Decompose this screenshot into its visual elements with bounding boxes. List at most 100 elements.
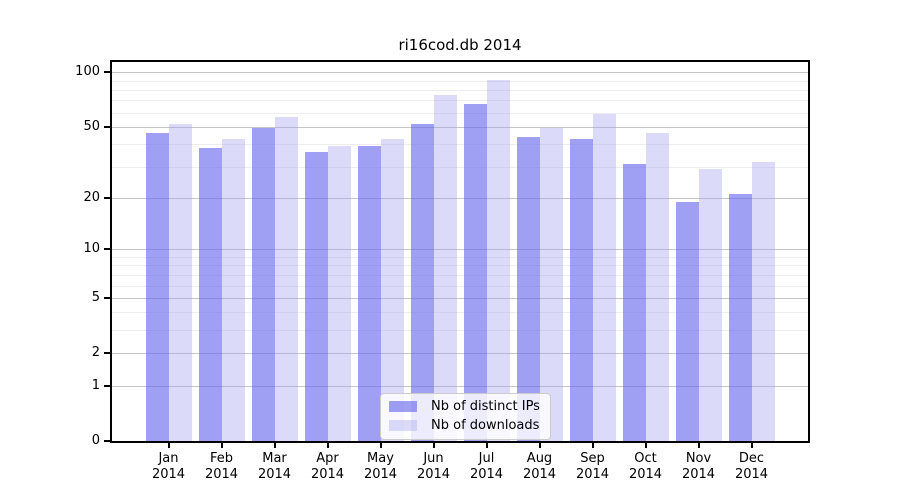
bar — [433, 95, 457, 441]
grid-layer — [112, 62, 808, 441]
minor-grid-line — [112, 89, 808, 91]
bar-group-apr — [301, 62, 354, 441]
x-tick-mark — [750, 443, 753, 448]
x-tick-slot — [460, 443, 513, 448]
month-label: Mar — [262, 451, 287, 466]
bar-group-dec — [725, 62, 778, 441]
minor-grid-line — [112, 312, 808, 314]
month-label: Jul — [478, 451, 495, 466]
bar-group-jun — [407, 62, 460, 441]
x-tick-mark — [379, 443, 382, 448]
y-tick-mark — [104, 71, 110, 74]
y-tick-label: 10 — [83, 241, 100, 257]
month-label: Jan — [158, 451, 179, 466]
bar-group-mar — [248, 62, 301, 441]
bar — [728, 194, 752, 441]
bar — [516, 137, 540, 441]
legend: Nb of distinct IPs Nb of downloads — [380, 393, 551, 440]
major-grid-line — [112, 353, 808, 355]
minor-grid-line — [112, 80, 808, 82]
legend-swatch — [389, 420, 417, 431]
y-tick-mark — [104, 248, 110, 251]
bar — [145, 133, 169, 441]
month-label: Apr — [316, 451, 339, 466]
x-tick-label-jan: Jan 2014 — [142, 451, 195, 483]
major-grid-line — [112, 385, 808, 387]
bar — [569, 139, 593, 441]
month-label: Sep — [580, 451, 605, 466]
year-label: 2014 — [363, 467, 398, 482]
minor-grid-line — [112, 330, 808, 332]
major-grid-line — [112, 297, 808, 299]
y-tick-label: 100 — [75, 64, 100, 80]
year-label: 2014 — [151, 467, 186, 482]
x-tick-mark — [220, 443, 223, 448]
x-axis-tick-marks — [142, 443, 778, 448]
x-tick-mark — [167, 443, 170, 448]
year-label: 2014 — [628, 467, 663, 482]
x-tick-slot — [142, 443, 195, 448]
bar-group-nov — [672, 62, 725, 441]
bar-group-jul — [460, 62, 513, 441]
plot-area: Nb of distinct IPs Nb of downloads — [110, 60, 810, 443]
x-tick-label-aug: Aug 2014 — [513, 451, 566, 483]
minor-grid-line — [112, 166, 808, 168]
month-label: Feb — [209, 451, 234, 466]
bars-layer — [112, 62, 808, 441]
x-tick-label-jun: Jun 2014 — [407, 451, 460, 483]
bar-group-sep — [566, 62, 619, 441]
year-label: 2014 — [469, 467, 504, 482]
bar — [198, 148, 222, 441]
major-grid-line — [112, 197, 808, 199]
bar — [592, 114, 616, 441]
bar — [357, 146, 381, 441]
y-tick-mark — [104, 440, 110, 442]
bar-group-may — [354, 62, 407, 441]
y-tick-mark — [104, 196, 110, 199]
x-axis-labels: Jan 2014 Feb 2014 Mar 2014 Apr 2014 May 2014 Jun 20… — [142, 451, 778, 483]
major-grid-line — [112, 126, 808, 128]
x-tick-mark — [485, 443, 488, 448]
x-tick-slot — [672, 443, 725, 448]
bar-group-aug — [513, 62, 566, 441]
x-tick-label-dec: Dec 2014 — [725, 451, 778, 483]
x-tick-mark — [644, 443, 647, 448]
month-label: Aug — [526, 451, 553, 466]
x-tick-label-apr: Apr 2014 — [301, 451, 354, 483]
x-tick-slot — [566, 443, 619, 448]
y-tick-label: 20 — [83, 189, 100, 205]
month-label: Oct — [634, 451, 657, 466]
legend-item: Nb of distinct IPs — [389, 399, 540, 414]
x-tick-label-feb: Feb 2014 — [195, 451, 248, 483]
legend-label: Nb of distinct IPs — [431, 399, 540, 414]
x-tick-label-nov: Nov 2014 — [672, 451, 725, 483]
legend-label: Nb of downloads — [431, 418, 540, 433]
bar-group-jan — [142, 62, 195, 441]
x-tick-mark — [432, 443, 435, 448]
year-label: 2014 — [522, 467, 557, 482]
x-tick-mark — [697, 443, 700, 448]
legend-swatch — [389, 401, 417, 412]
minor-grid-line — [112, 285, 808, 287]
x-tick-slot — [354, 443, 407, 448]
y-tick-label: 5 — [91, 289, 100, 305]
legend-item: Nb of downloads — [389, 418, 540, 433]
chart-title: ri16cod.db 2014 — [398, 36, 522, 54]
y-tick-mark — [104, 296, 110, 299]
bar — [410, 124, 434, 441]
bar — [304, 152, 328, 441]
year-label: 2014 — [681, 467, 716, 482]
bar — [539, 128, 563, 441]
x-tick-mark — [326, 443, 329, 448]
x-tick-slot — [407, 443, 460, 448]
x-tick-slot — [619, 443, 672, 448]
month-label: May — [367, 451, 394, 466]
major-grid-line — [112, 249, 808, 251]
bar — [168, 124, 192, 441]
x-tick-mark — [591, 443, 594, 448]
x-tick-mark — [538, 443, 541, 448]
minor-grid-line — [112, 144, 808, 146]
bar — [380, 139, 404, 441]
year-label: 2014 — [416, 467, 451, 482]
